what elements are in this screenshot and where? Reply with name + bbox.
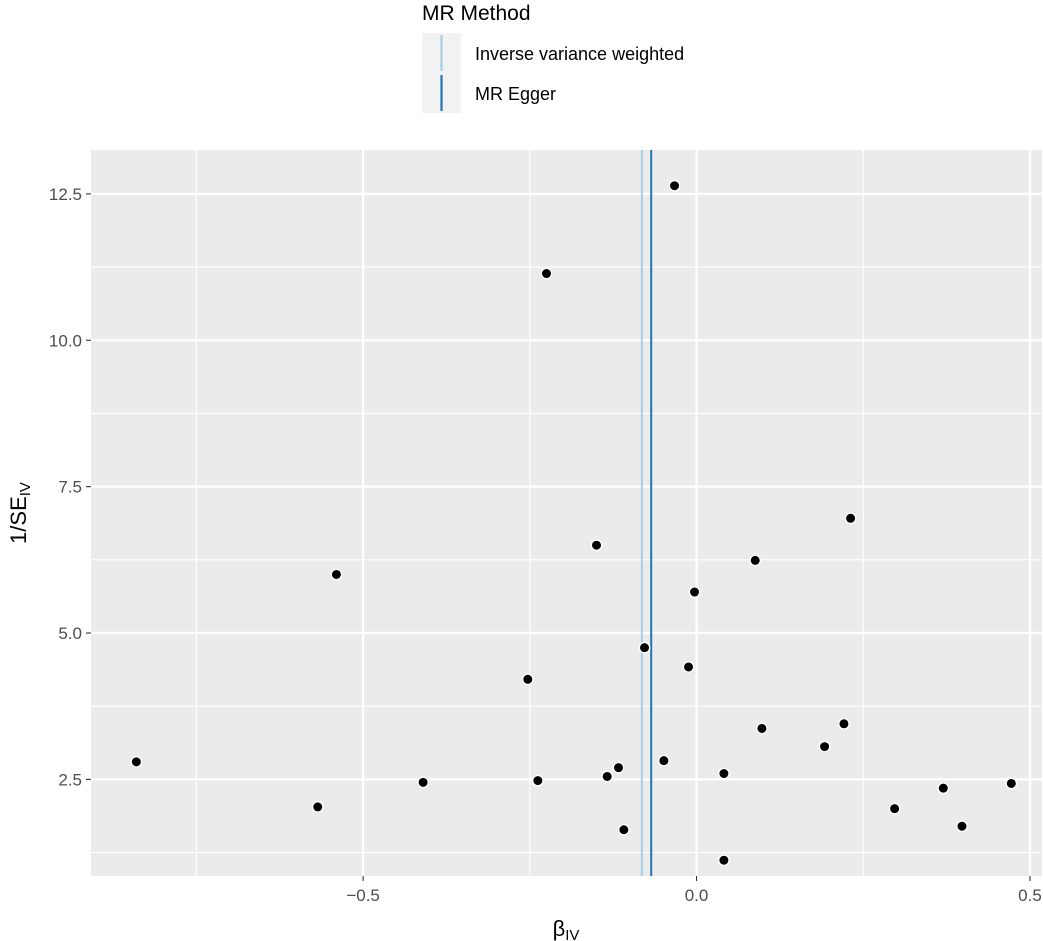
data-point [601, 770, 614, 783]
x-tick-label: −0.5 [346, 886, 380, 905]
data-point [612, 761, 625, 774]
data-point [682, 661, 695, 673]
legend-entry-label: Inverse variance weighted [475, 44, 684, 64]
y-axis-title-main: 1/SE [6, 496, 31, 544]
grid-major [91, 150, 1042, 876]
reference-lines [640, 150, 653, 876]
data-point [130, 755, 143, 768]
y-tick-label: 5.0 [58, 624, 82, 643]
y-axis: 2.5 5.0 7.5 10.0 12.5 [49, 185, 91, 789]
legend-entries: Inverse variance weighted MR Egger [422, 33, 684, 113]
x-axis-title-sub: IV [565, 927, 579, 941]
y-axis-title: 1/SEIV [6, 482, 34, 544]
data-point [657, 754, 670, 767]
y-axis-title-sub: IV [17, 482, 34, 496]
data-point [688, 586, 701, 598]
data-point [749, 554, 762, 567]
data-point [540, 267, 553, 280]
data-point [330, 568, 343, 581]
data-point [717, 767, 730, 780]
legend-title: MR Method [422, 2, 531, 25]
data-point [311, 801, 324, 813]
data-point [844, 512, 857, 525]
data-point [668, 179, 681, 192]
legend-entry-label: MR Egger [475, 84, 556, 104]
x-tick-label: 0.0 [685, 886, 709, 905]
data-point [756, 722, 768, 735]
data-point [1005, 777, 1018, 790]
data-point [717, 854, 730, 867]
x-axis-title-main: β [553, 916, 566, 941]
data-point [937, 782, 950, 795]
y-tick-label: 7.5 [58, 478, 82, 497]
data-point [531, 774, 544, 787]
data-points [130, 179, 1018, 867]
data-point [838, 717, 850, 730]
legend: MR Method Inverse variance weighted MR Eg… [422, 2, 684, 113]
data-point [617, 823, 630, 836]
plot-panel [91, 150, 1042, 876]
data-point [521, 673, 534, 686]
data-point [818, 740, 831, 753]
data-point [590, 539, 603, 552]
data-point [888, 802, 901, 815]
data-point [638, 641, 651, 654]
y-tick-label: 2.5 [58, 770, 82, 789]
data-point [417, 776, 430, 789]
data-point [956, 820, 968, 833]
grid-minor [91, 150, 1042, 876]
x-axis-title: βIV [553, 916, 580, 941]
y-tick-label: 12.5 [49, 185, 82, 204]
x-tick-label: 0.5 [1018, 886, 1042, 905]
y-tick-label: 10.0 [49, 331, 82, 350]
x-axis: −0.5 0.0 0.5 [346, 876, 1042, 905]
